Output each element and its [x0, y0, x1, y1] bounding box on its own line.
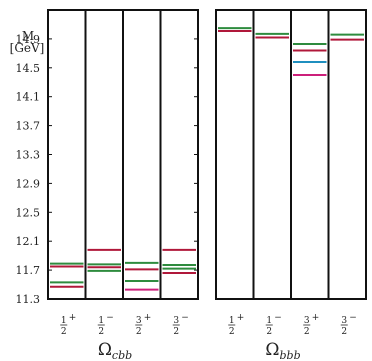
- jp-denominator: 2: [98, 327, 104, 337]
- jp-parity: +: [312, 313, 320, 323]
- y-tick: 14.1: [16, 91, 198, 104]
- jp-parity: −: [106, 313, 114, 323]
- column-frame: [327, 9, 367, 300]
- column-frame: [47, 9, 87, 300]
- jp-numerator: 1: [61, 316, 67, 326]
- jp-label: 32−: [172, 313, 189, 337]
- y-tick-label: 12.9: [16, 177, 41, 190]
- y-tick: 12.9: [16, 177, 198, 190]
- y-tick-label: 13.7: [16, 120, 41, 133]
- column: 32−: [327, 9, 367, 337]
- jp-label: 12−: [265, 313, 282, 337]
- jp-parity: −: [349, 313, 357, 323]
- jp-numerator: 3: [304, 316, 310, 326]
- y-tick: 13.3: [16, 149, 198, 162]
- jp-numerator: 3: [136, 316, 142, 326]
- y-tick: 13.7: [16, 120, 198, 133]
- y-tick-label: 12.1: [16, 235, 41, 248]
- column: 12−: [252, 9, 292, 337]
- y-axis-label: M: [22, 29, 34, 43]
- y-tick-label: 14.1: [16, 91, 41, 104]
- column: 12+: [47, 9, 87, 337]
- y-tick-label: 11.3: [16, 293, 41, 306]
- column: 32−: [159, 9, 199, 337]
- jp-label: 32+: [303, 313, 319, 337]
- column-frame: [252, 9, 292, 300]
- panel-label-base: Ω: [265, 340, 279, 360]
- jp-parity: −: [181, 313, 189, 323]
- jp-denominator: 2: [304, 327, 310, 337]
- jp-denominator: 2: [61, 327, 67, 337]
- y-tick-label: 14.9: [16, 33, 41, 46]
- panel-label: Ωbbb: [265, 340, 300, 361]
- panel-cbb: 12+ 12− 32+ 32−Ωcbb: [47, 9, 199, 361]
- column: 12+: [215, 9, 255, 337]
- column-frame: [122, 9, 162, 300]
- y-tick: 14.5: [16, 62, 198, 75]
- y-tick-label: 13.3: [16, 149, 41, 162]
- jp-label: 32−: [340, 313, 357, 337]
- column-frame: [290, 9, 330, 300]
- jp-denominator: 2: [136, 327, 142, 337]
- jp-parity: +: [144, 313, 152, 323]
- jp-parity: −: [274, 313, 282, 323]
- column-frame: [84, 9, 124, 300]
- jp-denominator: 2: [266, 327, 272, 337]
- y-tick-label: 12.5: [16, 206, 41, 219]
- column: 32+: [122, 9, 162, 337]
- jp-label: 12−: [97, 313, 114, 337]
- y-axis-unit: [GeV]: [10, 41, 45, 55]
- y-axis-ticks: 11.3 11.7 12.1 12.5 12.9 13.3 13.7 14.1 14.5 14.9: [16, 33, 198, 306]
- jp-numerator: 1: [229, 316, 235, 326]
- panel-bbb: 12+ 12− 32+ 32−Ωbbb: [215, 9, 367, 361]
- column-frame: [159, 9, 199, 300]
- jp-numerator: 1: [266, 316, 272, 326]
- jp-denominator: 2: [173, 327, 179, 337]
- y-tick-label: 11.7: [16, 264, 41, 277]
- y-tick: 12.1: [16, 235, 198, 248]
- column: 12−: [84, 9, 124, 337]
- y-tick-label: 14.5: [16, 62, 41, 75]
- jp-numerator: 3: [173, 316, 179, 326]
- panel-label-base: Ω: [98, 340, 112, 360]
- panel-label-subscript: bbb: [279, 349, 300, 361]
- jp-denominator: 2: [229, 327, 235, 337]
- jp-parity: +: [69, 313, 77, 323]
- jp-numerator: 3: [341, 316, 347, 326]
- panel-label: Ωcbb: [98, 340, 132, 361]
- jp-parity: +: [237, 313, 245, 323]
- jp-label: 32+: [135, 313, 151, 337]
- jp-numerator: 1: [98, 316, 104, 326]
- panel-label-subscript: cbb: [112, 349, 132, 361]
- y-tick: 12.5: [16, 206, 198, 219]
- jp-denominator: 2: [341, 327, 347, 337]
- column-frame: [215, 9, 255, 300]
- jp-label: 12+: [60, 313, 76, 337]
- jp-label: 12+: [228, 313, 244, 337]
- y-axis-title: M [GeV]: [10, 29, 45, 55]
- column: 32+: [290, 9, 330, 337]
